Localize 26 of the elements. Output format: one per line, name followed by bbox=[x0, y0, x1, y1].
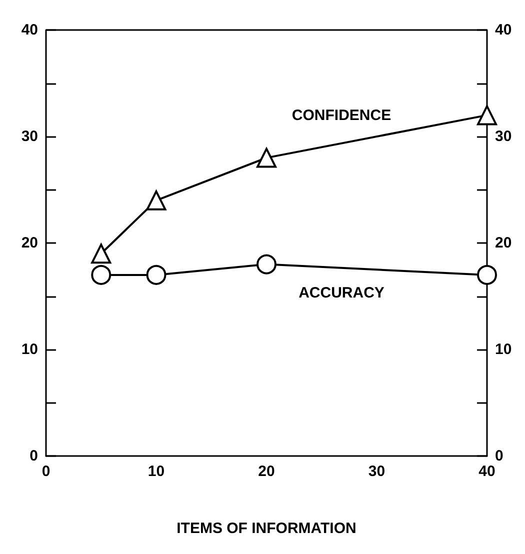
series-label: CONFIDENCE bbox=[292, 106, 392, 124]
point bbox=[91, 244, 112, 264]
y2-tick-label: 30 bbox=[495, 128, 512, 145]
point bbox=[256, 254, 276, 274]
y2-tick-label: 0 bbox=[495, 448, 504, 464]
y2-tick-label: 20 bbox=[495, 234, 512, 252]
point bbox=[146, 190, 166, 210]
y2-tick-label: 10 bbox=[495, 341, 512, 358]
y-tick-label: 30 bbox=[21, 128, 38, 145]
point bbox=[477, 105, 497, 126]
y-tick-label: 40 bbox=[21, 22, 38, 38]
point bbox=[256, 148, 276, 168]
x-tick-label: 30 bbox=[368, 463, 386, 480]
x-tick-label: 20 bbox=[258, 463, 275, 480]
x-tick-label: 0 bbox=[42, 463, 50, 480]
point bbox=[146, 264, 166, 285]
x-axis-title: ITEMS OF INFORMATION bbox=[176, 520, 356, 537]
point bbox=[91, 264, 112, 285]
y-tick-label: 0 bbox=[30, 448, 38, 464]
y-tick-label: 10 bbox=[21, 341, 38, 358]
point bbox=[477, 264, 497, 285]
x-tick-label: 40 bbox=[478, 463, 496, 480]
series-label: ACCURACY bbox=[298, 284, 384, 302]
y-tick-label: 20 bbox=[21, 234, 38, 252]
x-tick-label: 10 bbox=[148, 463, 165, 480]
y2-tick-label: 40 bbox=[495, 22, 512, 38]
